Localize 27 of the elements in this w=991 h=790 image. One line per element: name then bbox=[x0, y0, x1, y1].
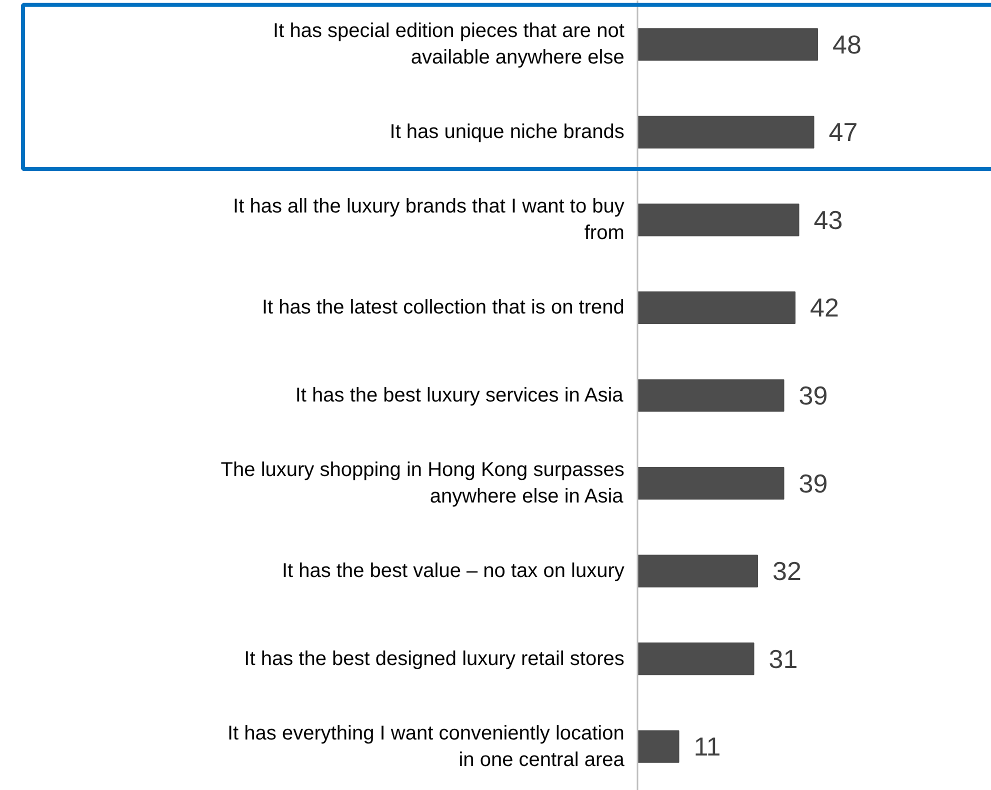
bar bbox=[637, 466, 784, 500]
y-tick-label: It has the best designed luxury retail stores bbox=[244, 648, 624, 670]
y-tick-label: It has the best value – no tax on luxury bbox=[282, 560, 624, 582]
bar bbox=[637, 379, 784, 412]
data-label: 31 bbox=[768, 644, 798, 674]
data-label: 32 bbox=[772, 556, 802, 586]
data-label: 48 bbox=[832, 29, 862, 60]
data-label: 42 bbox=[810, 292, 839, 323]
data-label: 11 bbox=[694, 732, 721, 762]
data-label: 39 bbox=[798, 468, 828, 498]
bar bbox=[637, 204, 800, 236]
y-tick-label: It has the latest collection that is on trend bbox=[262, 296, 624, 319]
data-label: 39 bbox=[798, 380, 828, 410]
bar bbox=[637, 642, 754, 676]
y-tick-label: It has unique niche brands bbox=[390, 121, 624, 144]
y-tick-label: It has special edition pieces that are not available anywhere else bbox=[273, 20, 625, 69]
y-tick-label: The luxury shopping in Hong Kong surpasses anywhere else in Asia bbox=[220, 459, 624, 508]
data-label: 47 bbox=[828, 117, 858, 148]
bar bbox=[637, 730, 680, 763]
bar bbox=[637, 291, 796, 324]
bar bbox=[637, 28, 818, 61]
y-tick-label: It has all the luxury brands that I want to buy from bbox=[233, 196, 624, 244]
y-tick-label: It has the best luxury services in Asia bbox=[295, 384, 624, 406]
y-tick-label: It has everything I want conveniently location in one central area bbox=[227, 722, 626, 771]
bar bbox=[637, 554, 758, 588]
data-label: 43 bbox=[814, 204, 843, 235]
bar bbox=[637, 116, 814, 148]
